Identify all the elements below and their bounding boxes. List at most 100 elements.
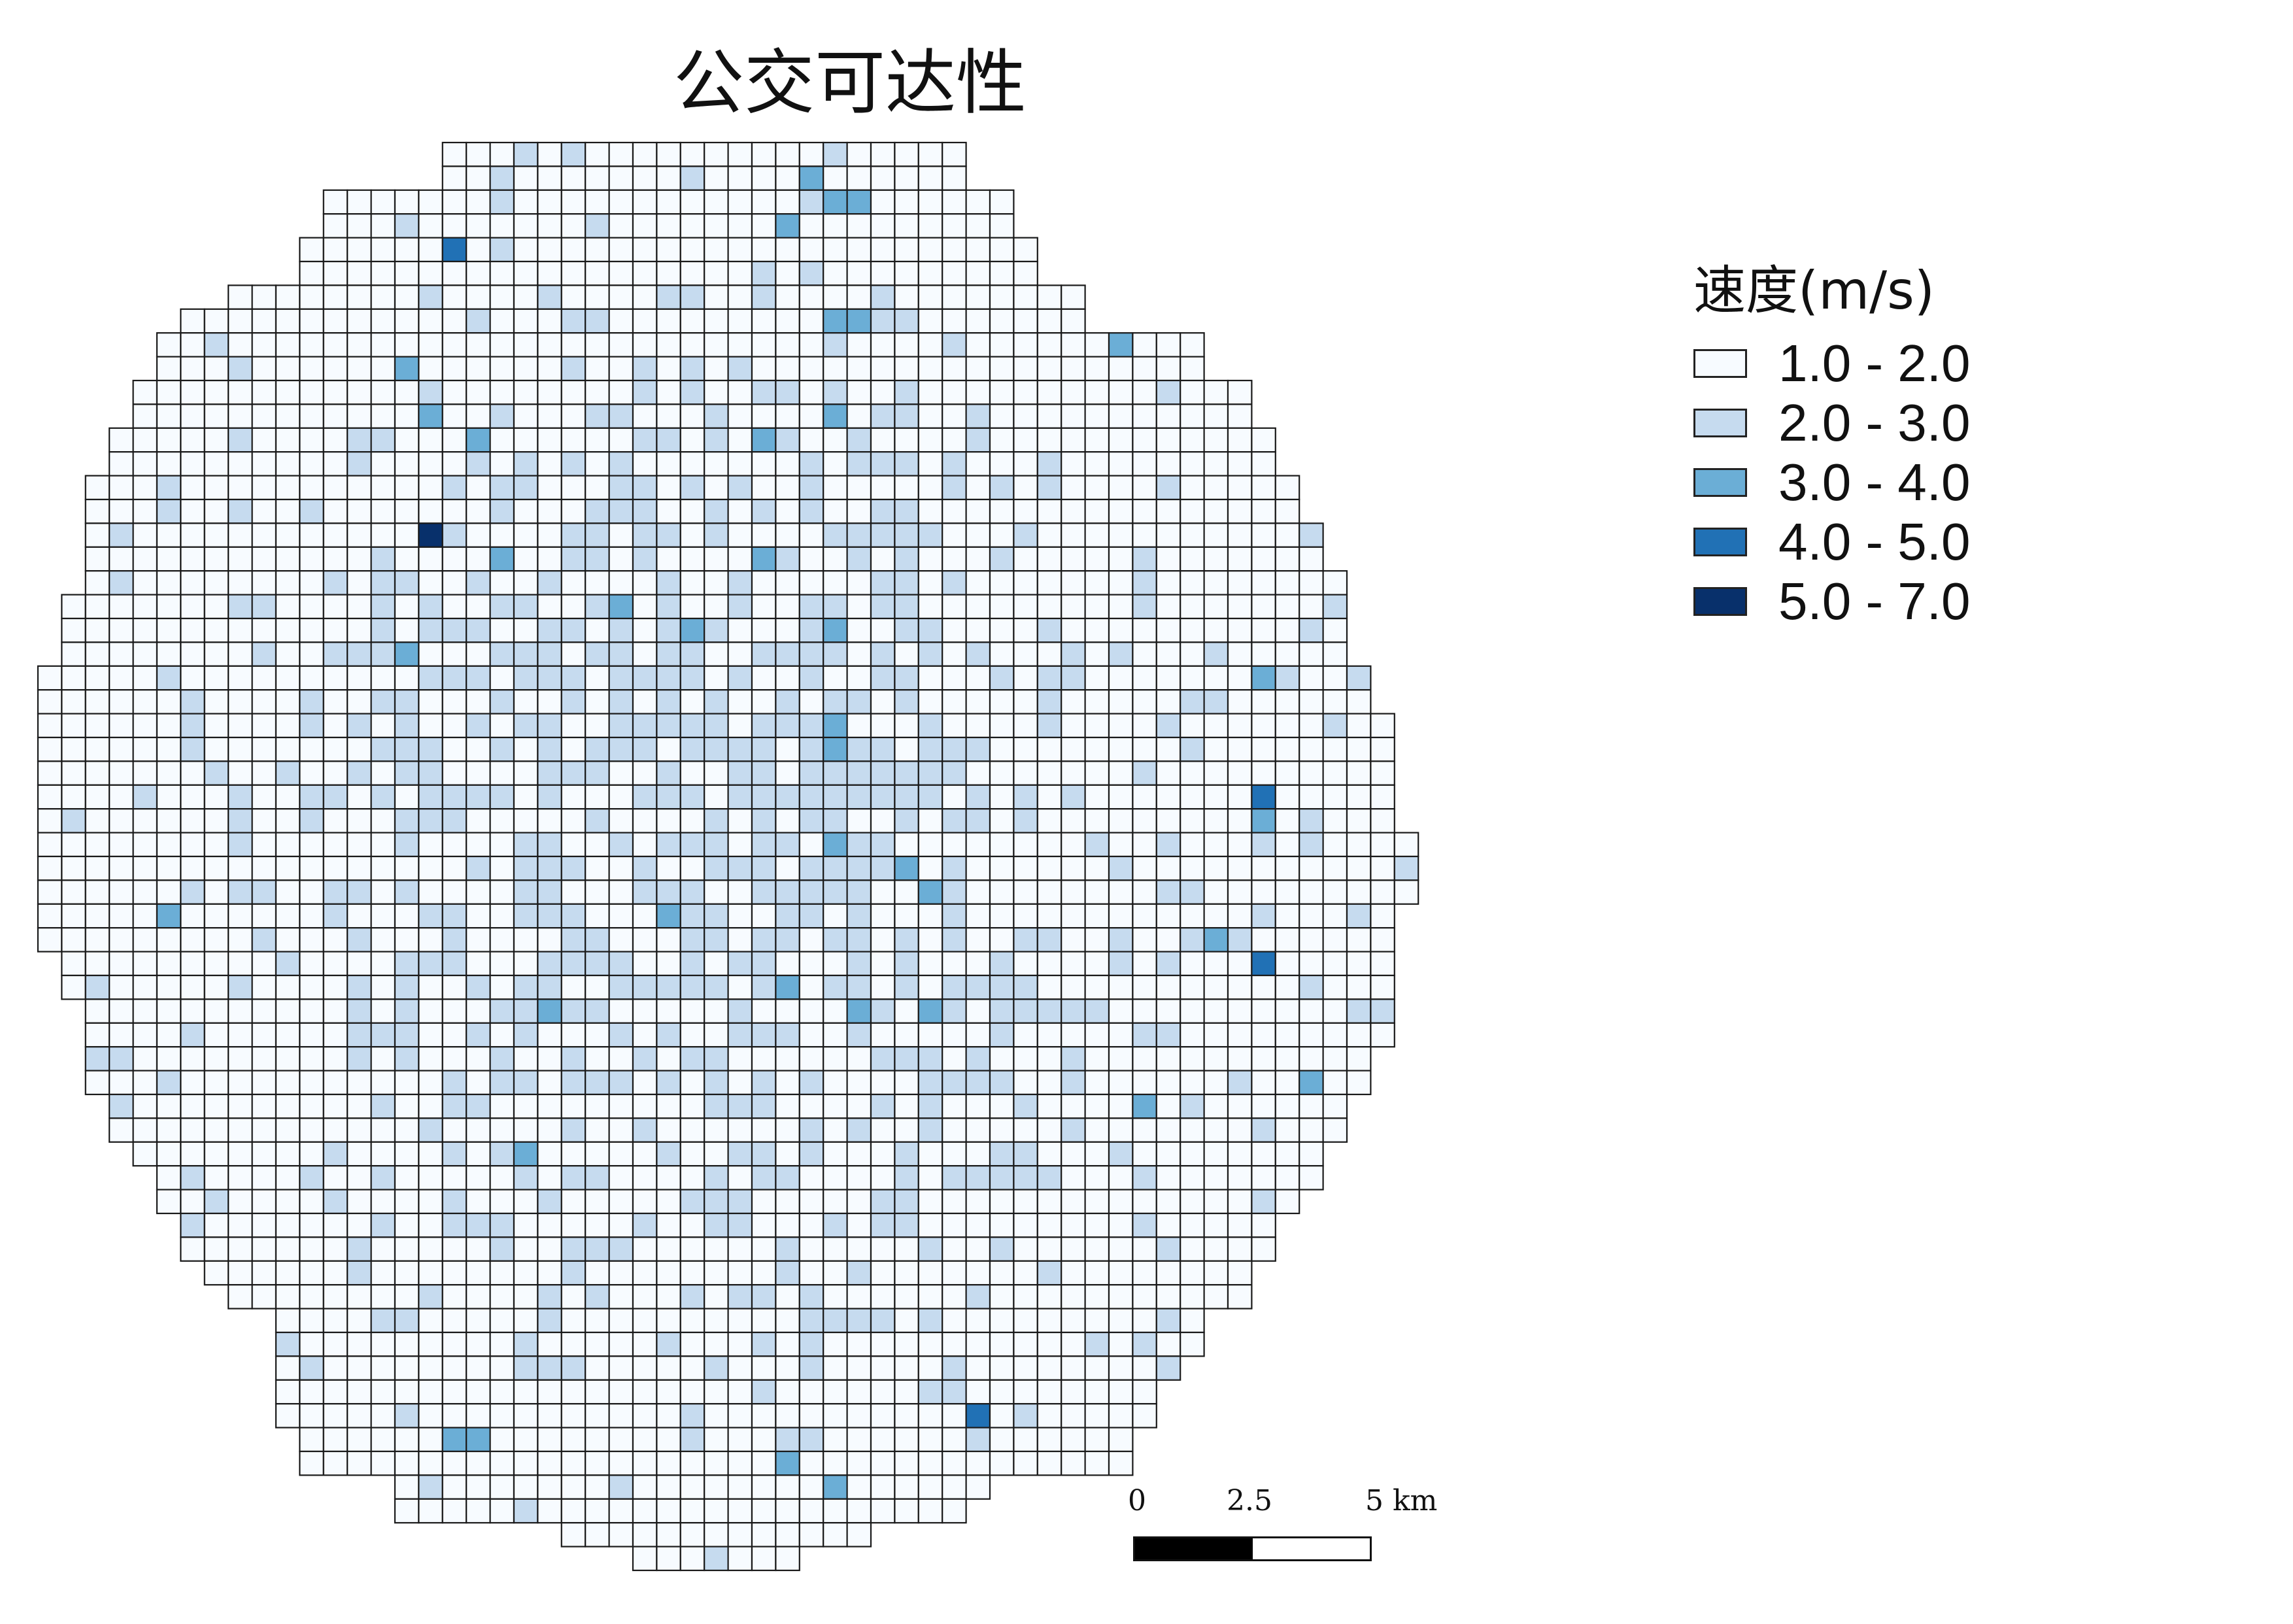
grid-cell xyxy=(942,808,967,834)
grid-cell xyxy=(965,927,991,953)
grid-cell xyxy=(751,1260,777,1286)
grid-cell xyxy=(322,1141,348,1167)
grid-cell xyxy=(704,879,729,905)
grid-cell xyxy=(775,1522,800,1548)
grid-cell xyxy=(322,1165,348,1191)
grid-cell xyxy=(394,784,420,810)
grid-cell xyxy=(632,855,658,881)
grid-cell xyxy=(441,1474,467,1500)
grid-cell xyxy=(1108,879,1134,905)
grid-cell xyxy=(942,1022,967,1048)
grid-cell xyxy=(632,641,658,667)
grid-cell xyxy=(156,1189,182,1215)
grid-cell xyxy=(1251,1165,1276,1191)
grid-cell xyxy=(84,832,110,858)
grid-cell xyxy=(513,1189,539,1215)
grid-cell xyxy=(704,1331,729,1357)
grid-cell xyxy=(322,522,348,548)
grid-cell xyxy=(441,1236,467,1262)
grid-cell xyxy=(1180,1260,1205,1286)
grid-cell xyxy=(1084,832,1110,858)
grid-cell xyxy=(1013,689,1038,715)
grid-cell xyxy=(704,1308,729,1334)
grid-cell xyxy=(679,832,705,858)
grid-cell xyxy=(537,855,562,881)
grid-cell xyxy=(632,284,658,310)
grid-cell xyxy=(322,1236,348,1262)
grid-cell xyxy=(394,1403,420,1429)
grid-cell xyxy=(823,855,848,881)
grid-cell xyxy=(1036,1189,1062,1215)
grid-cell xyxy=(394,1331,420,1357)
grid-cell xyxy=(585,1331,610,1357)
grid-cell xyxy=(418,855,443,881)
grid-cell xyxy=(727,1260,753,1286)
grid-cell xyxy=(917,1070,943,1096)
grid-cell xyxy=(632,522,658,548)
grid-cell xyxy=(560,760,586,786)
grid-cell xyxy=(275,713,301,739)
grid-cell xyxy=(203,998,229,1024)
grid-cell xyxy=(228,808,253,834)
grid-cell xyxy=(846,951,872,977)
grid-cell xyxy=(537,1260,562,1286)
grid-cell xyxy=(537,1308,562,1334)
grid-cell xyxy=(823,403,848,429)
grid-cell xyxy=(656,1022,681,1048)
grid-cell xyxy=(942,1046,967,1072)
grid-cell xyxy=(585,1474,610,1500)
grid-cell xyxy=(560,1450,586,1476)
grid-cell xyxy=(1061,498,1086,524)
grid-cell xyxy=(560,308,586,334)
grid-cell xyxy=(560,784,586,810)
grid-cell xyxy=(513,1450,539,1476)
grid-cell xyxy=(870,1427,896,1453)
grid-cell xyxy=(489,641,515,667)
grid-cell xyxy=(632,689,658,715)
grid-cell xyxy=(370,951,396,977)
grid-cell xyxy=(1155,594,1181,620)
grid-cell xyxy=(608,665,634,691)
grid-cell xyxy=(751,1046,777,1072)
grid-cell xyxy=(704,284,729,310)
grid-cell xyxy=(870,1212,896,1238)
grid-cell xyxy=(1180,903,1205,929)
grid-cell xyxy=(466,903,491,929)
grid-cell xyxy=(1274,736,1300,762)
grid-cell xyxy=(1061,974,1086,1000)
grid-cell xyxy=(1274,713,1300,739)
grid-cell xyxy=(1084,1427,1110,1453)
grid-cell xyxy=(132,689,158,715)
grid-cell xyxy=(798,784,824,810)
grid-cell xyxy=(870,1189,896,1215)
grid-cell xyxy=(585,974,610,1000)
grid-cell xyxy=(585,832,610,858)
grid-cell xyxy=(1061,1427,1086,1453)
grid-cell xyxy=(727,237,753,263)
grid-cell xyxy=(1346,998,1372,1024)
grid-cell xyxy=(798,665,824,691)
grid-cell xyxy=(203,736,229,762)
grid-cell xyxy=(513,974,539,1000)
grid-cell xyxy=(1203,1165,1229,1191)
grid-cell xyxy=(965,522,991,548)
grid-cell xyxy=(942,570,967,596)
grid-cell xyxy=(1274,641,1300,667)
grid-cell xyxy=(679,903,705,929)
grid-cell xyxy=(704,1427,729,1453)
grid-cell xyxy=(1299,927,1324,953)
grid-cell xyxy=(608,189,634,215)
grid-cell xyxy=(1108,974,1134,1000)
grid-cell xyxy=(585,237,610,263)
grid-cell xyxy=(299,1308,324,1334)
grid-cell xyxy=(1203,451,1229,477)
grid-cell xyxy=(798,237,824,263)
grid-cell xyxy=(560,213,586,239)
grid-cell xyxy=(1155,951,1181,977)
grid-cell xyxy=(846,784,872,810)
grid-cell xyxy=(109,451,134,477)
grid-cell xyxy=(608,1117,634,1143)
grid-cell xyxy=(1132,1165,1157,1191)
grid-cell xyxy=(560,665,586,691)
grid-cell xyxy=(942,332,967,358)
